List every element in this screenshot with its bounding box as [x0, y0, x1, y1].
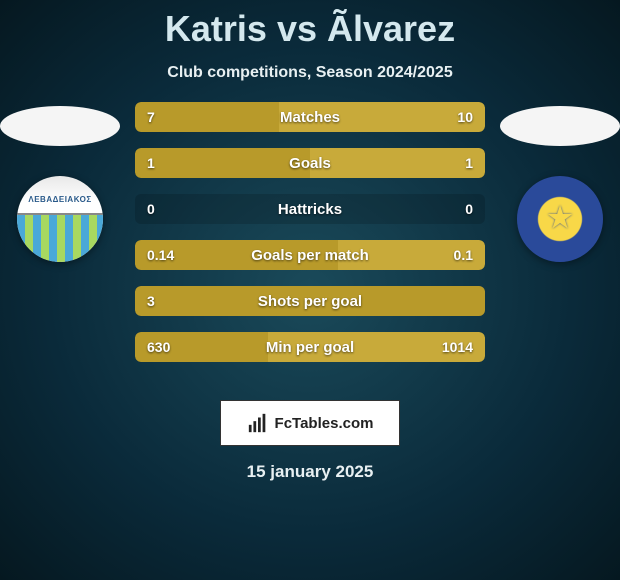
club-badge-right	[517, 176, 603, 262]
stat-value-left: 3	[135, 286, 167, 316]
stat-value-left: 0.14	[135, 240, 186, 270]
stats-container: Matches7 10 Goals1 1 Hattricks0 0 Goals per ma…	[135, 102, 485, 378]
player-right-silhouette	[500, 106, 620, 146]
stat-row: Min per goal6301014	[135, 332, 485, 362]
stat-row: Shots per goal3	[135, 286, 485, 316]
stat-value-right: 0	[453, 194, 485, 224]
stat-label: Matches	[135, 102, 485, 132]
stat-value-right: 10	[445, 102, 485, 132]
stat-value-right: 1014	[430, 332, 485, 362]
fctables-icon	[247, 412, 269, 434]
stat-row: Hattricks0 0	[135, 194, 485, 224]
club-badge-left: ΛΕΒΑΔΕΙΑΚΟΣ	[17, 176, 103, 262]
stat-value-right	[461, 286, 485, 316]
stat-value-left: 7	[135, 102, 167, 132]
stat-label: Goals	[135, 148, 485, 178]
stat-value-left: 0	[135, 194, 167, 224]
stat-value-right: 1	[453, 148, 485, 178]
stat-row: Goals per match0.14 0.1	[135, 240, 485, 270]
date-label: 15 january 2025	[0, 462, 620, 482]
page-title: Katris vs Ãlvarez	[0, 0, 620, 50]
comparison-arena: ΛΕΒΑΔΕΙΑΚΟΣ Matches7 10 Goals1 1 Hattricks0 0…	[0, 102, 620, 382]
stat-label: Goals per match	[135, 240, 485, 270]
stat-value-right: 0.1	[442, 240, 485, 270]
club-left-label: ΛΕΒΑΔΕΙΑΚΟΣ	[28, 195, 91, 204]
source-badge[interactable]: FcTables.com	[220, 400, 400, 446]
subtitle: Club competitions, Season 2024/2025	[0, 64, 620, 82]
player-right-slot	[500, 102, 620, 262]
stat-value-left: 1	[135, 148, 167, 178]
stat-label: Shots per goal	[135, 286, 485, 316]
stat-value-left: 630	[135, 332, 182, 362]
player-left-slot: ΛΕΒΑΔΕΙΑΚΟΣ	[0, 102, 120, 262]
stat-row: Goals1 1	[135, 148, 485, 178]
player-left-silhouette	[0, 106, 120, 146]
source-label: FcTables.com	[275, 415, 374, 432]
stat-label: Hattricks	[135, 194, 485, 224]
stat-row: Matches7 10	[135, 102, 485, 132]
